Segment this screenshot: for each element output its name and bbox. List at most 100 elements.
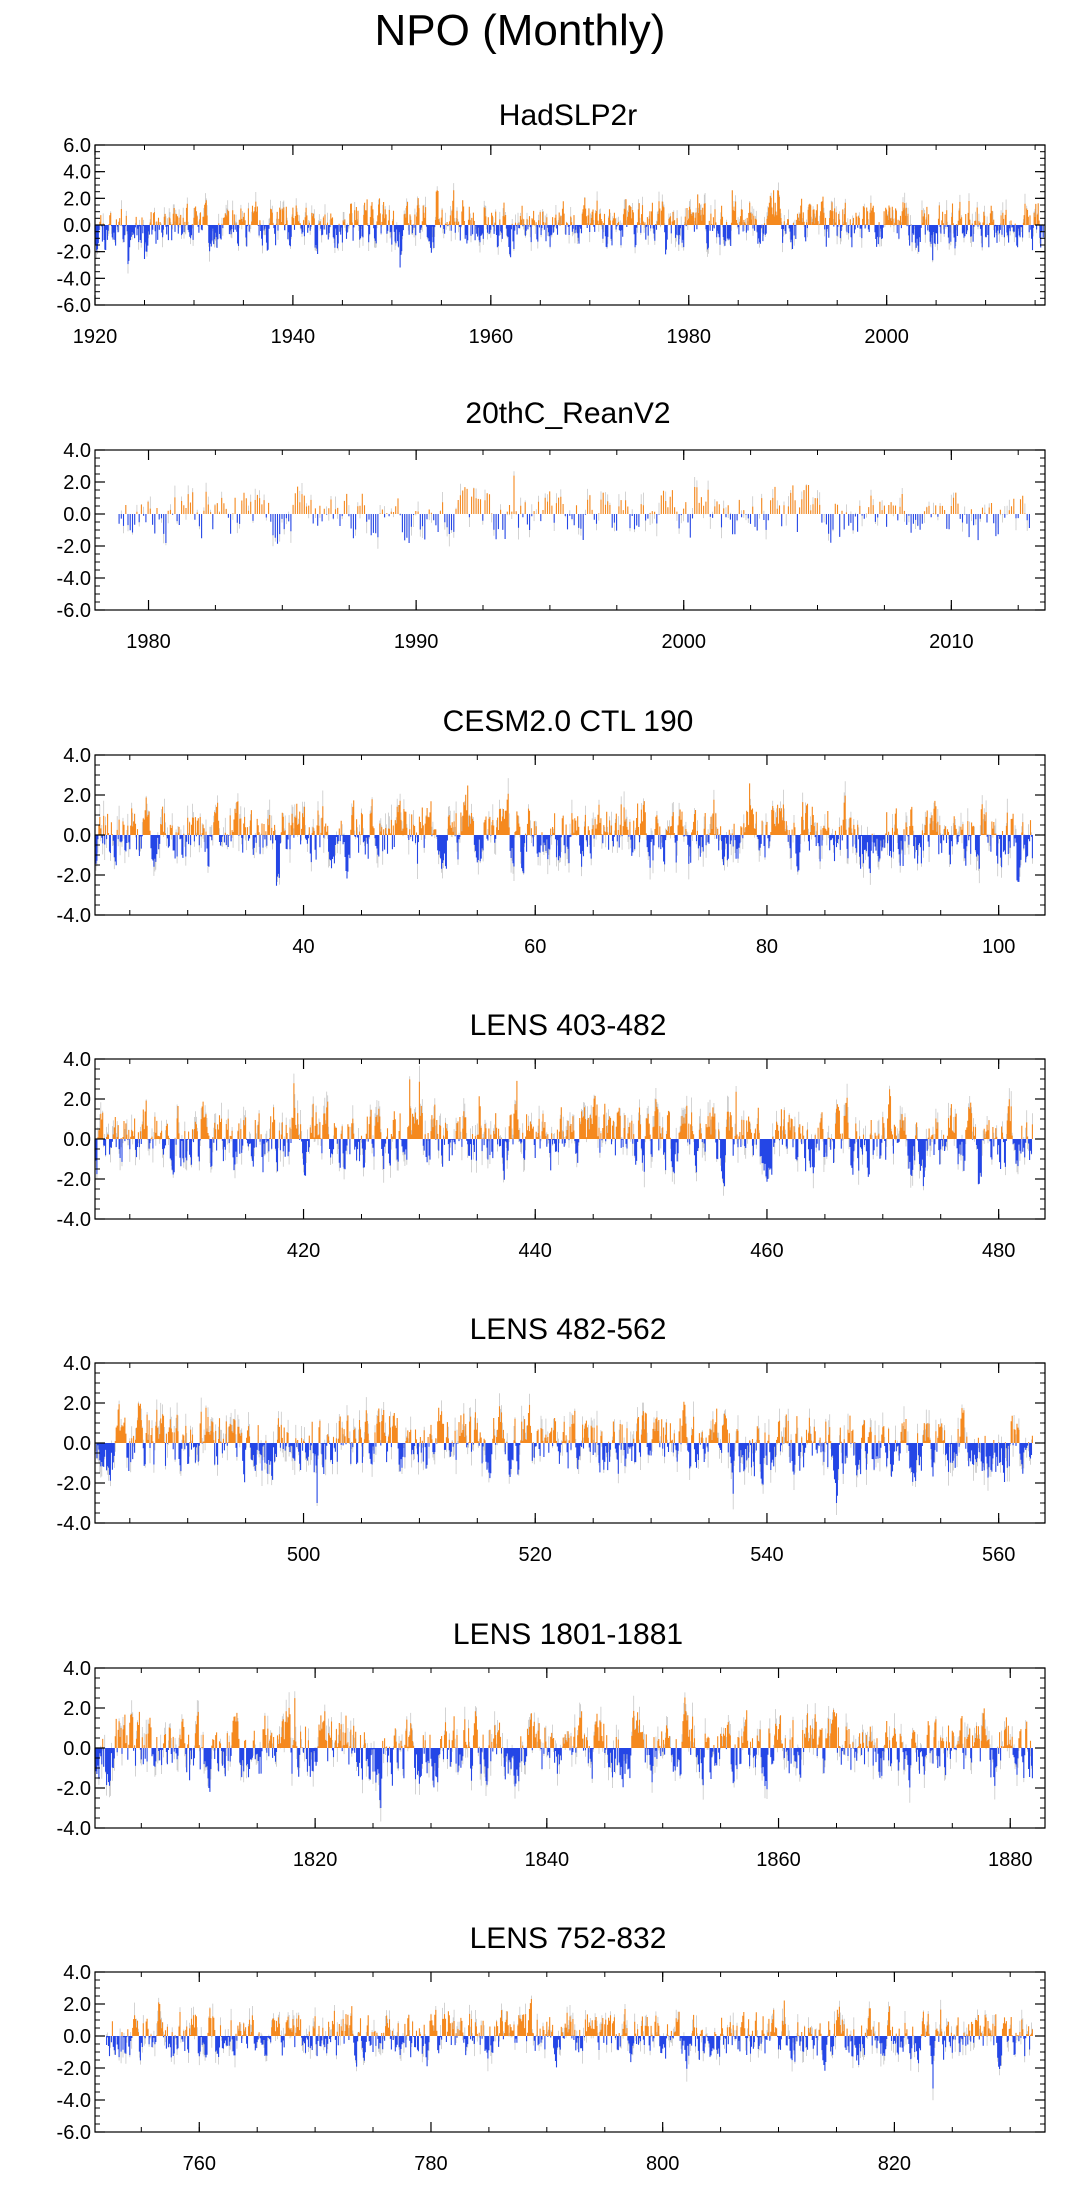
- positive-bars: [99, 190, 1043, 225]
- y-tick-label: 0.0: [63, 1433, 91, 1455]
- y-tick-label: -2.0: [57, 536, 91, 558]
- positive-bars: [111, 1999, 1033, 2036]
- x-tick-label: 1880: [988, 1849, 1033, 1871]
- negative-bars: [94, 1443, 1033, 1503]
- y-tick-label: 0.0: [63, 504, 91, 526]
- y-tick-label: 2.0: [63, 472, 91, 494]
- x-tick-label: 540: [750, 1544, 783, 1566]
- panel-cesm2-ctl-190: CESM2.0 CTL 190 4.0 2.0 0.0 -2.0 -4.0 40 60 80 1…: [57, 705, 1046, 958]
- y-tick-label: 4.0: [63, 1049, 91, 1071]
- y-tick-label: 0.0: [63, 1738, 91, 1760]
- x-tick-label: 560: [982, 1544, 1015, 1566]
- y-tick-label: -6.0: [57, 295, 91, 317]
- positive-bars: [125, 475, 1026, 514]
- y-tick-label: -2.0: [57, 865, 91, 887]
- x-tick-label: 500: [287, 1544, 320, 1566]
- x-tick-label: 1920: [73, 326, 118, 348]
- y-tick-label: -2.0: [57, 1778, 91, 1800]
- panel-lens-752-832: LENS 752-832 4.0 2.0 0.0 -2.0 -4.0 -6.0 760 780…: [57, 1922, 1046, 2175]
- y-tick-label: -4.0: [57, 2090, 91, 2112]
- negative-bars: [118, 514, 1030, 544]
- panel-title: 20thC_ReanV2: [465, 397, 670, 430]
- y-tick-label: 2.0: [63, 1698, 91, 1720]
- y-tick-label: -2.0: [57, 2058, 91, 2080]
- y-tick-label: -4.0: [57, 905, 91, 927]
- y-tick-label: 2.0: [63, 785, 91, 807]
- x-tick-label: 1980: [667, 326, 712, 348]
- y-tick-label: -2.0: [57, 1473, 91, 1495]
- y-tick-label: 4.0: [63, 440, 91, 462]
- x-tick-label: 800: [646, 2153, 679, 2175]
- panel-lens-403-482: LENS 403-482 4.0 2.0 0.0 -2.0 -4.0 420 440 460 4…: [57, 1009, 1046, 1262]
- panel-hadslp2r: HadSLP2r 6.0 4.0 2.0 0.0 -2.0 -4.0 -6.0 1920 194…: [57, 99, 1046, 348]
- y-tick-label: 4.0: [63, 162, 91, 184]
- panel-title: LENS 403-482: [470, 1009, 667, 1042]
- x-tick-label: 2000: [864, 326, 909, 348]
- y-tick-label: 0.0: [63, 2026, 91, 2048]
- y-tick-label: 4.0: [63, 1962, 91, 1984]
- y-tick-label: -6.0: [57, 600, 91, 622]
- y-tick-label: 2.0: [63, 1994, 91, 2016]
- x-tick-label: 2010: [929, 631, 974, 653]
- x-tick-label: 1940: [271, 326, 316, 348]
- negative-bars: [106, 2036, 1031, 2089]
- x-tick-label: 40: [292, 936, 314, 958]
- panel-title: LENS 1801-1881: [453, 1618, 683, 1651]
- x-tick-label: 820: [878, 2153, 911, 2175]
- positive-bars: [114, 1401, 1033, 1443]
- negative-bars: [94, 225, 1044, 268]
- y-tick-label: 0.0: [63, 825, 91, 847]
- x-tick-label: 760: [183, 2153, 216, 2175]
- panel-title: LENS 752-832: [470, 1922, 667, 1955]
- y-tick-label: -4.0: [57, 1513, 91, 1535]
- y-tick-label: 6.0: [63, 135, 91, 157]
- x-tick-label: 440: [519, 1240, 552, 1262]
- x-tick-label: 1980: [126, 631, 171, 653]
- faint-bars: [94, 1065, 1033, 1196]
- y-tick-label: 2.0: [63, 1393, 91, 1415]
- x-tick-label: 1990: [394, 631, 439, 653]
- panel-20thc-reanv2: 20thC_ReanV2 4.0 2.0 0.0 -2.0 -4.0 -6.0 1980 19…: [57, 397, 1046, 653]
- y-tick-label: -2.0: [57, 242, 91, 264]
- panel-lens-1801-1881: LENS 1801-1881 4.0 2.0 0.0 -2.0 -4.0 1820 1840…: [57, 1618, 1046, 1871]
- panel-title: HadSLP2r: [499, 99, 637, 132]
- x-tick-label: 780: [414, 2153, 447, 2175]
- y-tick-label: -2.0: [57, 1169, 91, 1191]
- y-tick-label: 0.0: [63, 1129, 91, 1151]
- x-tick-label: 420: [287, 1240, 320, 1262]
- panel-title: LENS 482-562: [470, 1313, 667, 1346]
- positive-bars: [97, 1079, 1033, 1139]
- y-tick-label: 4.0: [63, 745, 91, 767]
- panel-title: CESM2.0 CTL 190: [443, 705, 694, 738]
- y-tick-label: -4.0: [57, 1209, 91, 1231]
- y-tick-label: 2.0: [63, 1089, 91, 1111]
- y-tick-label: 4.0: [63, 1353, 91, 1375]
- positive-bars: [102, 1697, 1032, 1748]
- y-tick-label: 4.0: [63, 1658, 91, 1680]
- faint-bars: [106, 1995, 1033, 2101]
- x-tick-label: 1960: [469, 326, 514, 348]
- x-tick-label: 100: [982, 936, 1015, 958]
- x-tick-label: 520: [519, 1544, 552, 1566]
- x-tick-label: 60: [524, 936, 546, 958]
- x-tick-label: 1840: [525, 1849, 570, 1871]
- y-tick-label: -4.0: [57, 1818, 91, 1840]
- negative-bars: [94, 1748, 1033, 1808]
- x-tick-label: 2000: [661, 631, 706, 653]
- x-tick-label: 460: [750, 1240, 783, 1262]
- y-tick-label: 2.0: [63, 188, 91, 210]
- x-tick-label: 480: [982, 1240, 1015, 1262]
- y-tick-label: -4.0: [57, 568, 91, 590]
- panel-lens-482-562: LENS 482-562 4.0 2.0 0.0 -2.0 -4.0 500 520 540 5…: [57, 1313, 1046, 1566]
- positive-bars: [98, 783, 1032, 835]
- x-tick-label: 1860: [756, 1849, 801, 1871]
- y-tick-label: -6.0: [57, 2122, 91, 2144]
- x-tick-label: 80: [756, 936, 778, 958]
- x-tick-label: 1820: [293, 1849, 338, 1871]
- y-tick-label: 0.0: [63, 215, 91, 237]
- y-tick-label: -4.0: [57, 268, 91, 290]
- plot-frame: [94, 1971, 1046, 2133]
- negative-bars: [94, 1139, 1033, 1187]
- figure-title: NPO (Monthly): [375, 6, 666, 55]
